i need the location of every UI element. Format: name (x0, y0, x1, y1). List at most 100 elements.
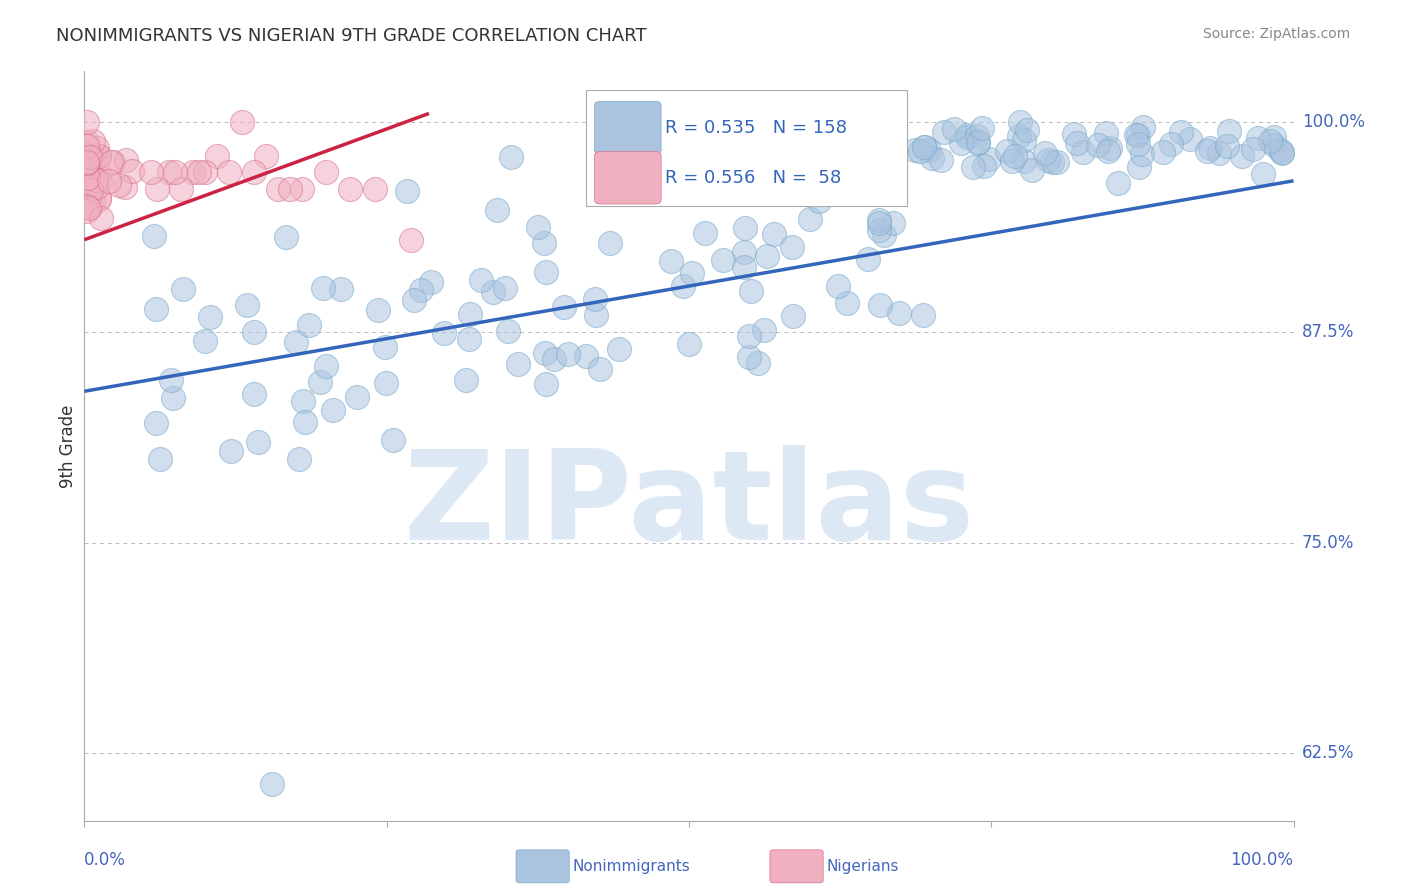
Point (285, 334, 308, 349)
Point (1017, 123, 1039, 137)
Point (402, 293, 425, 307)
Point (912, 140, 935, 154)
Point (533, 235, 555, 250)
Point (966, 136, 988, 150)
Point (868, 216, 890, 230)
Point (862, 183, 884, 197)
Point (374, 340, 396, 354)
Point (315, 359, 337, 373)
Point (207, 148, 229, 162)
Point (1178, 132, 1201, 146)
Point (278, 182, 301, 196)
Point (1004, 149, 1026, 163)
Point (457, 332, 479, 346)
Point (1125, 128, 1147, 142)
Point (756, 249, 779, 263)
Point (367, 303, 389, 318)
Point (1098, 141, 1121, 155)
Point (409, 283, 432, 297)
Text: 87.5%: 87.5% (1302, 323, 1354, 342)
Point (1063, 127, 1085, 141)
Point (433, 326, 456, 341)
Point (114, 153, 136, 168)
Point (683, 166, 706, 180)
Point (82, 194, 104, 209)
Point (782, 310, 804, 324)
Point (1251, 167, 1274, 181)
Point (485, 202, 508, 217)
Point (1160, 136, 1182, 151)
Point (873, 227, 896, 242)
Point (585, 309, 607, 323)
Point (76, 170, 98, 185)
Point (101, 155, 124, 169)
Text: Source: ZipAtlas.com: Source: ZipAtlas.com (1202, 27, 1350, 41)
Point (754, 323, 776, 337)
Point (87, 149, 110, 163)
Point (672, 279, 695, 293)
Point (1040, 155, 1063, 169)
Point (599, 235, 621, 250)
Point (934, 124, 956, 138)
Point (80, 149, 103, 163)
Point (711, 252, 734, 267)
Point (1128, 161, 1150, 175)
Point (139, 165, 162, 179)
Point (1132, 120, 1154, 134)
Point (827, 279, 849, 293)
Point (607, 342, 630, 356)
Point (221, 443, 243, 458)
Point (420, 275, 443, 289)
Text: ZIPatlas: ZIPatlas (404, 445, 974, 566)
Point (76, 198, 98, 212)
Point (89, 149, 111, 163)
Point (501, 150, 523, 164)
Point (86, 140, 108, 154)
Point (1008, 115, 1031, 129)
Point (198, 310, 221, 325)
Point (738, 350, 761, 364)
Point (288, 451, 311, 466)
Text: R = 0.556   N =  58: R = 0.556 N = 58 (665, 169, 841, 186)
Point (254, 148, 277, 162)
Point (231, 115, 253, 129)
Point (1258, 134, 1281, 148)
Point (534, 265, 557, 279)
Point (242, 387, 264, 401)
Point (1271, 145, 1294, 160)
Point (149, 451, 172, 466)
Point (247, 434, 270, 449)
Point (76, 163, 98, 178)
Point (693, 226, 716, 240)
Point (79, 150, 101, 164)
Point (1263, 138, 1285, 153)
Point (145, 416, 167, 430)
Point (481, 285, 503, 299)
Point (121, 164, 143, 178)
Point (97, 174, 120, 188)
Point (1270, 143, 1292, 157)
Point (740, 284, 762, 298)
Point (454, 373, 477, 387)
Point (918, 143, 941, 157)
Point (956, 128, 979, 142)
Point (553, 301, 575, 315)
Point (82, 134, 104, 148)
Point (89, 192, 111, 206)
Point (1008, 129, 1031, 144)
Point (1241, 142, 1264, 156)
Point (543, 352, 565, 367)
Point (298, 318, 321, 332)
Point (470, 273, 492, 287)
Point (1230, 148, 1253, 162)
Point (977, 153, 1000, 167)
Point (395, 184, 418, 198)
Point (291, 393, 314, 408)
Point (1014, 154, 1036, 169)
Point (274, 230, 297, 244)
Point (1033, 145, 1056, 160)
Point (194, 165, 217, 179)
Point (382, 433, 405, 447)
Point (87, 164, 110, 178)
Point (1263, 130, 1285, 145)
